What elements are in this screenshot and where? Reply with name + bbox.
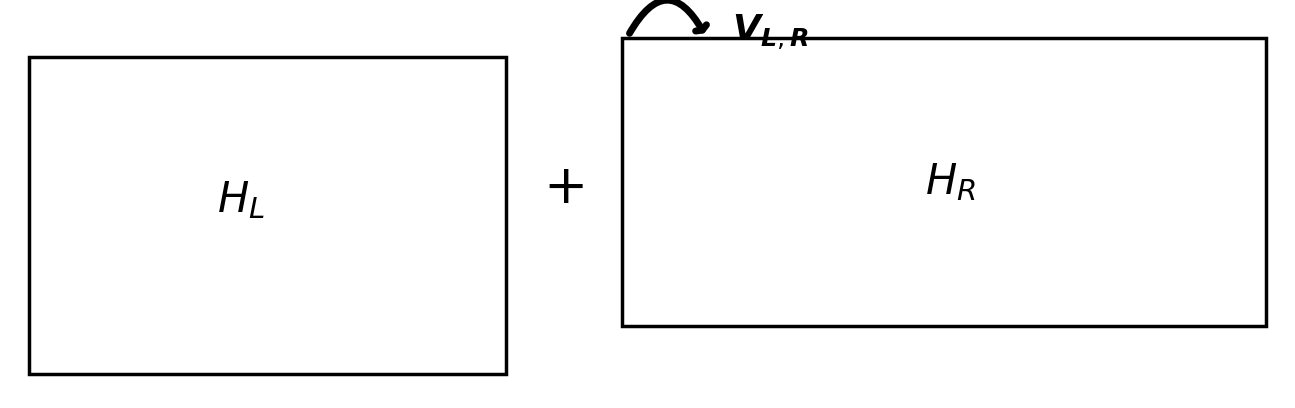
Text: $\mathit{H}_{\mathit{L}}$: $\mathit{H}_{\mathit{L}}$ [218, 179, 265, 221]
Text: $\boldsymbol{V}_{\boldsymbol{L,R}}$: $\boldsymbol{V}_{\boldsymbol{L,R}}$ [732, 12, 808, 51]
Bar [28, 58, 505, 374]
Text: $\mathit{H}_{\mathit{R}}$: $\mathit{H}_{\mathit{R}}$ [925, 161, 976, 203]
Text: $+$: $+$ [544, 162, 584, 214]
Bar [622, 38, 1267, 326]
